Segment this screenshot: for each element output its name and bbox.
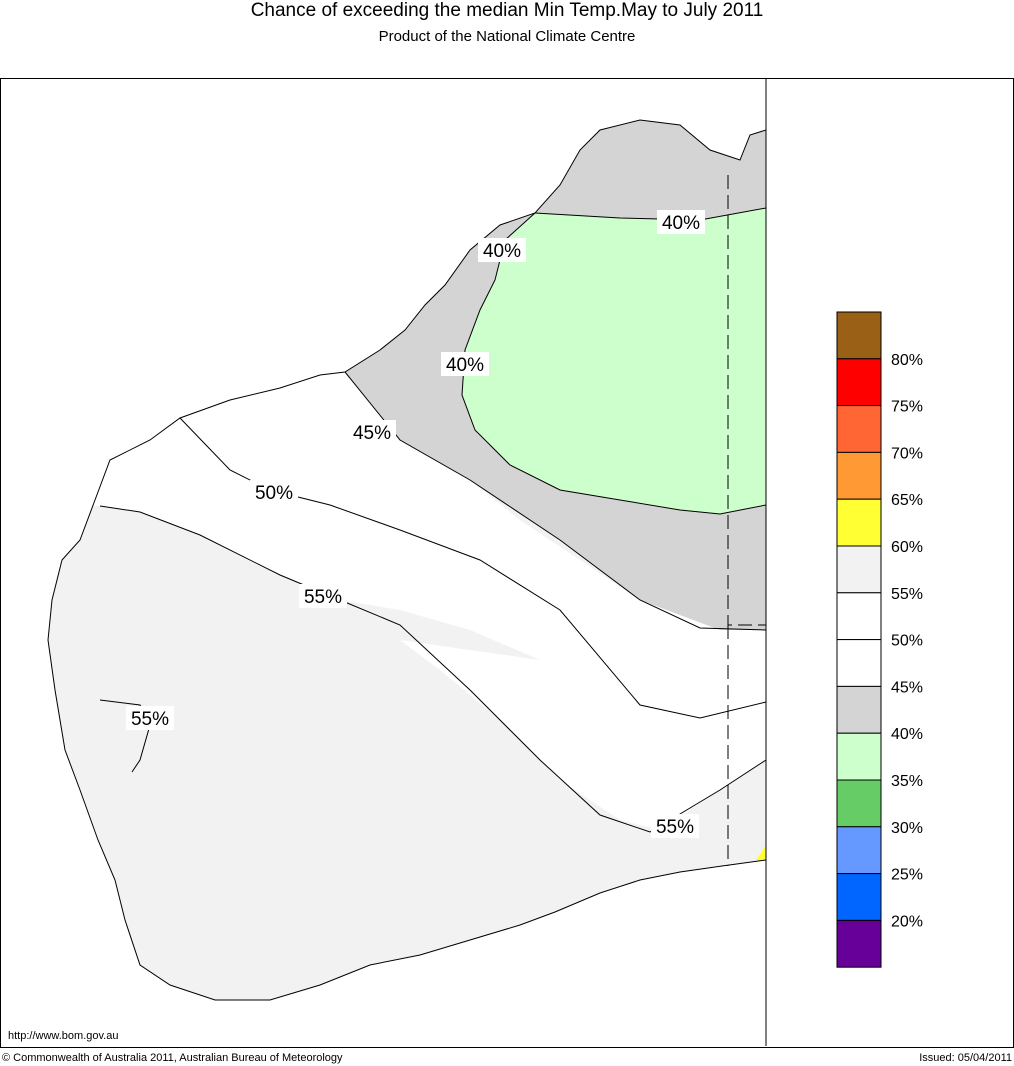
legend-swatch [836,685,882,734]
zone-35-40 [462,208,766,514]
contour-label: 40% [483,241,521,262]
legend-label: 65% [891,492,923,509]
legend-swatch [836,545,882,594]
contour-label-group: 40% 40% 40% 45% 50% 55% 55% 55% [126,210,705,838]
contour-label: 40% [446,355,484,376]
state-border [727,175,766,866]
legend-swatch [836,451,882,500]
legend-label: 60% [891,539,923,556]
color-legend: 80% 75% 70% 65% 60% 55% 50% 45% 40% 35% 30% 25% 20% [836,311,923,968]
map-subtitle: Product of the National Climate Centre [378,28,636,45]
contour-label: 55% [656,817,694,838]
legend-label: 50% [891,633,923,650]
legend-swatch [836,358,882,407]
contour-label: 55% [131,709,169,730]
legend-label: 45% [891,679,923,696]
contour-45 [344,371,767,631]
contour-label: 50% [255,483,293,504]
legend-label: 35% [891,773,923,790]
contour-label: 45% [353,423,391,444]
legend-swatch [836,826,882,875]
legend-label: 20% [891,913,923,930]
legend-label: 30% [891,820,923,837]
legend-label: 80% [891,352,923,369]
copyright-notice: © Commonwealth of Australia 2011, Austra… [2,1052,343,1064]
legend-swatch [836,873,882,921]
legend-swatch [836,639,882,687]
zone-60-65 [756,845,766,862]
contour-40-west [461,212,767,515]
legend-label: 25% [891,867,923,884]
legend-swatch [836,311,882,360]
source-url: http://www.bom.gov.au [8,1030,119,1042]
zone-45-55 [48,350,766,830]
legend-label: 40% [891,726,923,743]
contour-label: 55% [304,587,342,608]
contour-label: 40% [662,213,700,234]
coastline [47,119,767,1001]
legend-swatch [836,498,882,547]
legend-swatch [836,732,882,781]
legend-swatch [836,919,882,968]
legend-label: 55% [891,586,923,603]
legend-label: 70% [891,445,923,462]
legend-swatch [836,405,882,453]
issued-date: Issued: 05/04/2011 [919,1052,1012,1064]
map-title: Chance of exceeding the median Min Temp.… [250,0,764,21]
legend-swatch [836,779,882,828]
legend-label: 75% [891,399,923,416]
legend-swatch [836,592,882,641]
